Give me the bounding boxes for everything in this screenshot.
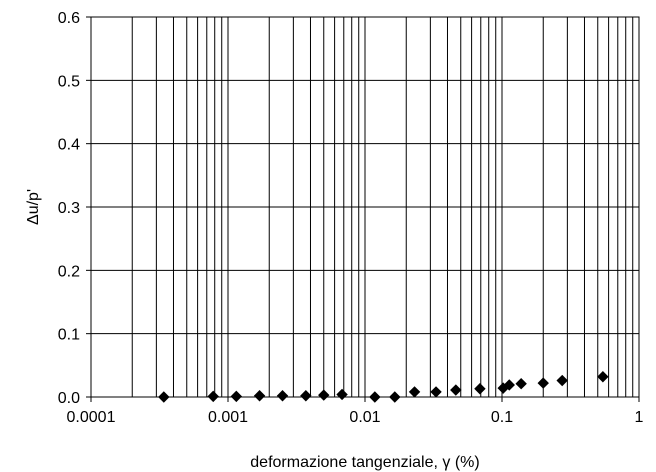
- y-tick-label: 0.1: [58, 327, 80, 344]
- data-point-diamond: [597, 371, 609, 383]
- data-point-diamond: [158, 391, 170, 403]
- data-point-diamond: [389, 391, 401, 403]
- x-axis-title: deformazione tangenziale, γ (%): [250, 454, 479, 471]
- data-point-diamond: [537, 377, 549, 389]
- y-tick-label: 0.2: [58, 263, 80, 280]
- y-tick-label: 0.0: [58, 390, 80, 407]
- data-point-diamond: [408, 386, 421, 398]
- y-tick-label: 0.5: [58, 73, 80, 90]
- x-tick-label: 0.1: [491, 409, 513, 426]
- x-tick-label: 0.01: [349, 409, 380, 426]
- data-point-diamond: [336, 388, 348, 401]
- tick-labels: 0.0 0.1 0.2 0.3 0.4 0.5 0.6 0.0001 0.001 0.01 0.1 1: [58, 10, 644, 426]
- data-point-diamond: [515, 377, 527, 390]
- data-point-diamond: [276, 390, 289, 402]
- x-tick-label: 1: [635, 409, 644, 426]
- data-point-diamond: [430, 386, 442, 398]
- data-point-diamond: [369, 391, 381, 403]
- y-axis-title: Δu/p': [25, 189, 42, 225]
- data-point-diamond: [450, 384, 462, 396]
- y-tick-label: 0.3: [58, 200, 80, 217]
- y-tick-label: 0.4: [58, 137, 80, 154]
- data-markers: [158, 371, 609, 403]
- data-point-diamond: [253, 390, 266, 402]
- grid-lines: [91, 17, 639, 397]
- y-tick-label: 0.6: [58, 10, 80, 27]
- data-point-diamond: [207, 390, 219, 403]
- data-point-diamond: [474, 383, 486, 395]
- data-point-diamond: [300, 390, 312, 402]
- data-point-diamond: [230, 390, 243, 403]
- data-point-diamond: [318, 389, 330, 401]
- x-tick-label: 0.001: [208, 409, 248, 426]
- data-point-diamond: [503, 379, 515, 391]
- x-tick-label: 0.0001: [67, 409, 116, 426]
- data-point-diamond: [556, 374, 568, 387]
